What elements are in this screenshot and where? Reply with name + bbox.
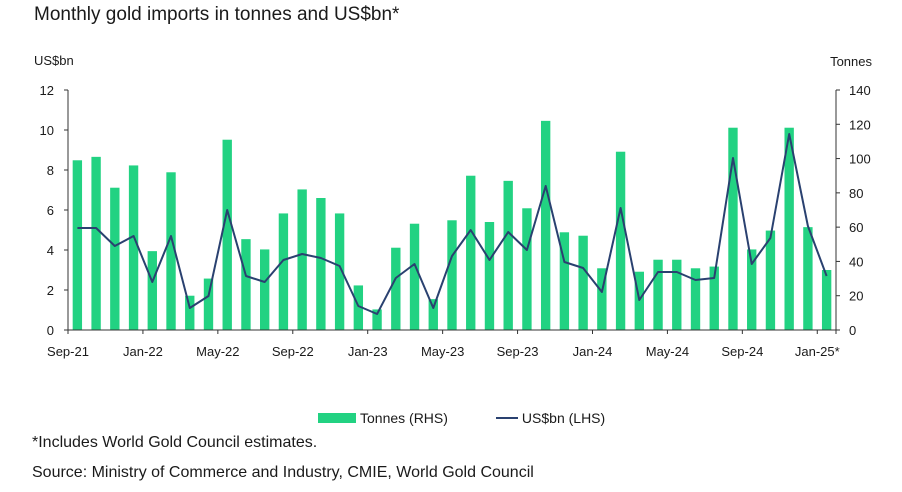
bar-May-23 bbox=[447, 220, 457, 330]
bar-Jan-23 bbox=[372, 309, 382, 330]
source-note: Source: Ministry of Commerce and Industr… bbox=[32, 464, 534, 481]
left-tick-label: 2 bbox=[47, 283, 54, 298]
left-tick-label: 4 bbox=[47, 243, 54, 258]
right-tick-label: 20 bbox=[849, 289, 863, 304]
bar-Jun-24 bbox=[690, 268, 701, 330]
legend-label-tonnes: Tonnes (RHS) bbox=[360, 410, 448, 426]
bar-Oct-21 bbox=[91, 156, 101, 330]
bar-Sep-21 bbox=[72, 160, 83, 330]
bar-Dec-23 bbox=[578, 235, 588, 330]
bar-Nov-22 bbox=[334, 213, 345, 330]
left-tick-label: 8 bbox=[47, 163, 54, 178]
bar-Oct-23 bbox=[540, 120, 551, 330]
bar-Jul-23 bbox=[484, 222, 495, 330]
x-tick-label: Jan-24 bbox=[573, 344, 613, 359]
bar-Apr-24 bbox=[653, 259, 663, 330]
bar-Jun-23 bbox=[466, 175, 476, 330]
bar-Dec-22 bbox=[353, 285, 364, 330]
left-axis-title: US$bn bbox=[34, 53, 74, 68]
bar-Jan-24 bbox=[597, 268, 607, 330]
x-tick-label: Sep-24 bbox=[721, 344, 763, 359]
legend-swatch-bar bbox=[318, 413, 356, 423]
bar-Oct-24 bbox=[765, 230, 776, 330]
bar-Sep-22 bbox=[297, 189, 307, 330]
legend-item-usd: US$bn (LHS) bbox=[495, 410, 606, 426]
x-tick-label: Jan-22 bbox=[123, 344, 163, 359]
right-tick-label: 140 bbox=[849, 83, 871, 98]
bar-May-22 bbox=[222, 139, 232, 330]
left-tick-label: 6 bbox=[47, 203, 54, 218]
right-tick-label: 100 bbox=[849, 152, 871, 167]
x-tick-label: Sep-23 bbox=[497, 344, 539, 359]
bar-Dec-24 bbox=[803, 227, 813, 330]
x-tick-label: May-22 bbox=[196, 344, 239, 359]
bar-May-24 bbox=[672, 259, 682, 330]
x-tick-label: Sep-22 bbox=[272, 344, 314, 359]
right-tick-label: 120 bbox=[849, 117, 871, 132]
chart-title: Monthly gold imports in tonnes and US$bn… bbox=[34, 4, 400, 25]
bar-Feb-24 bbox=[615, 151, 626, 330]
bar-Jan-22 bbox=[147, 251, 157, 330]
bar-Jun-22 bbox=[241, 239, 251, 330]
bar-Jul-22 bbox=[260, 249, 270, 330]
footnote: *Includes World Gold Council estimates. bbox=[32, 434, 318, 451]
bar-Nov-23 bbox=[559, 232, 570, 330]
bar-Aug-22 bbox=[278, 213, 289, 330]
right-tick-label: 0 bbox=[849, 323, 856, 338]
bar-Aug-23 bbox=[503, 180, 513, 330]
bar-Jan-25* bbox=[821, 270, 832, 330]
bar-Nov-24 bbox=[784, 127, 794, 330]
bar-Oct-22 bbox=[316, 198, 326, 330]
legend: Tonnes (RHS) US$bn (LHS) bbox=[318, 410, 653, 426]
right-axis-title: Tonnes bbox=[830, 54, 872, 69]
bar-Nov-21 bbox=[110, 187, 120, 330]
bar-Feb-22 bbox=[166, 172, 176, 330]
legend-item-tonnes: Tonnes (RHS) bbox=[318, 410, 448, 426]
bar-Sep-23 bbox=[522, 208, 532, 330]
x-tick-label: Jan-23 bbox=[348, 344, 388, 359]
left-tick-label: 12 bbox=[40, 83, 54, 98]
bar-Apr-22 bbox=[203, 278, 214, 330]
x-tick-label: May-23 bbox=[421, 344, 464, 359]
usd-line bbox=[77, 133, 828, 315]
bar-Sep-24 bbox=[747, 249, 757, 330]
left-tick-label: 0 bbox=[47, 323, 54, 338]
legend-swatch-line bbox=[495, 417, 518, 419]
right-tick-label: 80 bbox=[849, 186, 863, 201]
bar-Feb-23 bbox=[391, 247, 401, 330]
bar-Mar-23 bbox=[409, 223, 420, 330]
left-tick-label: 10 bbox=[40, 123, 54, 138]
bar-Jul-24 bbox=[709, 266, 719, 330]
right-tick-label: 60 bbox=[849, 220, 863, 235]
right-tick-label: 40 bbox=[849, 254, 863, 269]
bar-Apr-23 bbox=[428, 299, 438, 330]
bar-Mar-22 bbox=[185, 295, 195, 330]
x-tick-label: Sep-21 bbox=[47, 344, 89, 359]
legend-label-usd: US$bn (LHS) bbox=[521, 410, 606, 426]
x-tick-label: Jan-25* bbox=[795, 344, 840, 359]
bar-Dec-21 bbox=[128, 165, 139, 330]
x-tick-label: May-24 bbox=[646, 344, 689, 359]
bar-Aug-24 bbox=[728, 127, 738, 330]
